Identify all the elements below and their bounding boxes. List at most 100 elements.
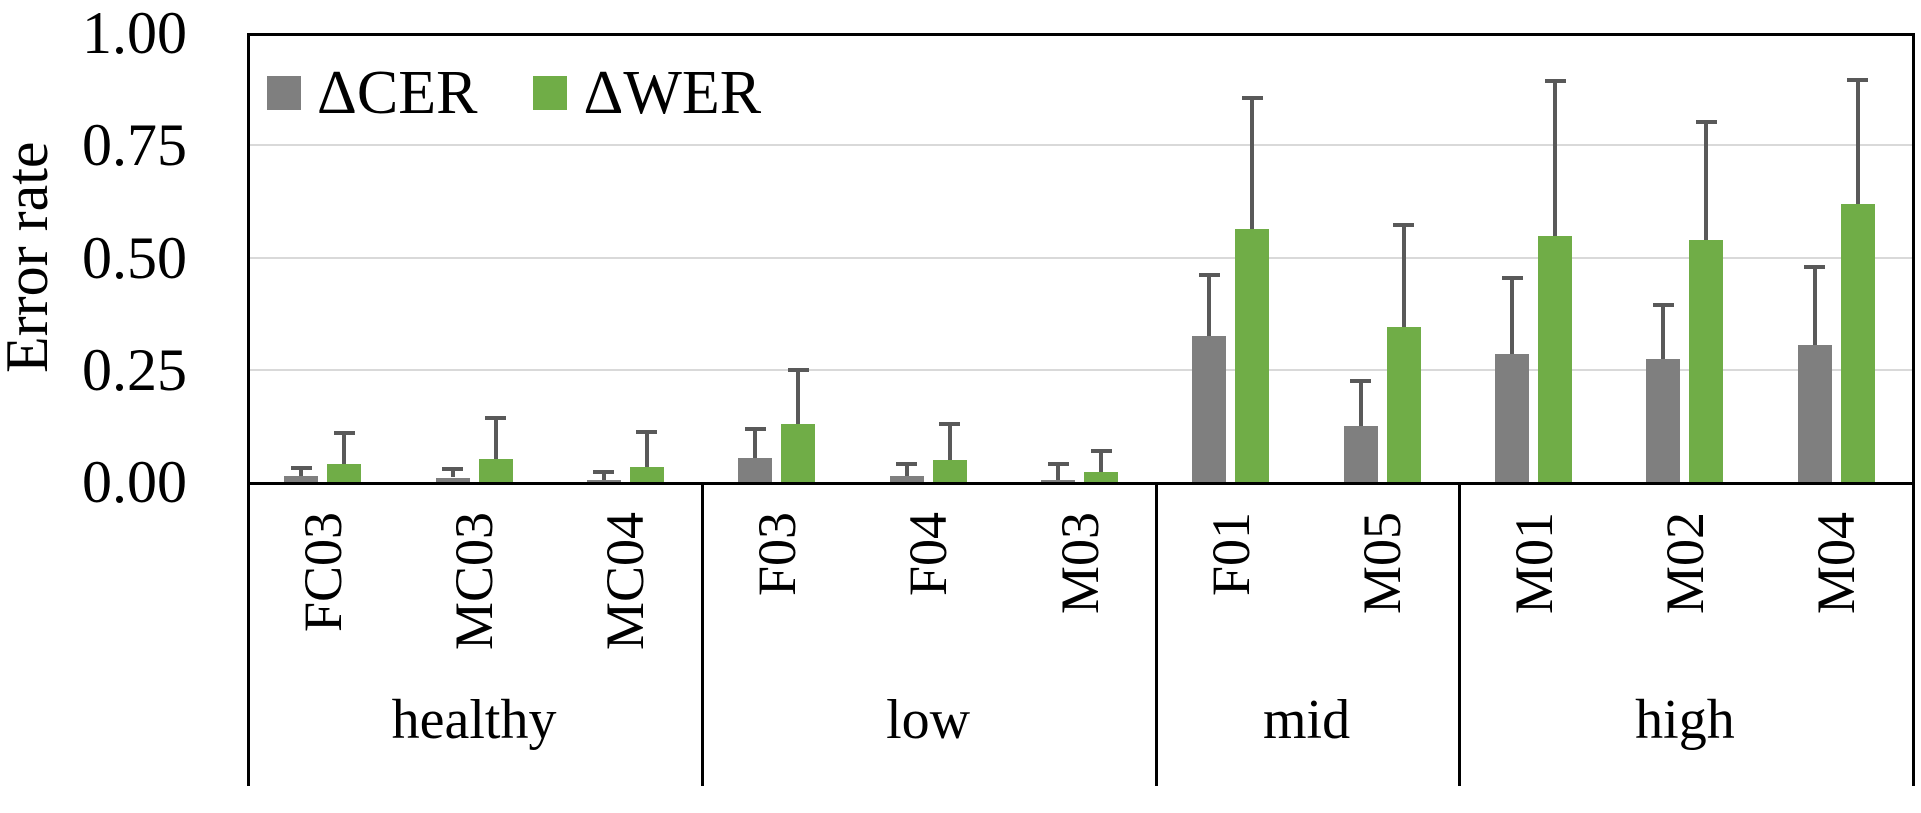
error-whisker-wer-MC03 (493, 417, 498, 460)
bar-cer-F03 (738, 458, 773, 482)
error-whisker-wer-F04 (947, 424, 952, 461)
bar-wer-M04 (1840, 204, 1875, 482)
error-whisker-cer-F04 (904, 464, 909, 477)
group-divider (1155, 482, 1159, 786)
error-whisker-wer-M01 (1553, 81, 1558, 236)
error-whisker-wer-FC03 (342, 433, 347, 465)
legend-label-ΔWER: ΔWER (583, 59, 762, 127)
y-tick-label-0.25: 0.25 (82, 336, 187, 403)
error-cap-wer-M02 (1695, 120, 1717, 125)
bar-wer-M03 (1084, 472, 1118, 482)
speaker-label-M04: M04 (1806, 512, 1867, 615)
error-whisker-cer-MC04 (601, 471, 606, 480)
error-whisker-cer-M04 (1812, 266, 1817, 345)
error-cap-cer-MC04 (593, 469, 615, 474)
group-divider (701, 482, 705, 786)
error-whisker-cer-F01 (1207, 274, 1212, 337)
bar-wer-M05 (1386, 327, 1421, 482)
error-whisker-wer-MC04 (644, 432, 649, 467)
error-cap-wer-M03 (1090, 448, 1112, 453)
legend-label-ΔCER: ΔCER (317, 59, 478, 127)
y-tick-label-0.00: 0.00 (82, 449, 187, 515)
error-whisker-cer-M05 (1358, 380, 1363, 426)
bar-cer-F04 (889, 476, 924, 482)
error-whisker-cer-MC03 (450, 468, 455, 478)
bar-wer-FC03 (327, 464, 362, 482)
error-whisker-wer-M04 (1855, 79, 1860, 205)
bar-cer-M01 (1495, 354, 1530, 482)
speaker-label-F01: F01 (1200, 512, 1261, 597)
error-whisker-wer-M05 (1401, 224, 1406, 328)
bar-cer-FC03 (284, 476, 319, 482)
error-whisker-cer-FC03 (299, 468, 304, 477)
bar-wer-F03 (781, 423, 816, 482)
bar-wer-MC04 (629, 466, 664, 482)
bar-cer-M04 (1797, 344, 1832, 482)
speaker-label-FC03: FC03 (292, 512, 353, 633)
bar-cer-M05 (1343, 425, 1378, 482)
error-cap-cer-F01 (1198, 272, 1220, 277)
speaker-label-F03: F03 (746, 512, 807, 597)
error-cap-cer-M05 (1350, 378, 1372, 383)
error-cap-wer-MC03 (485, 415, 507, 420)
bar-wer-F01 (1235, 229, 1270, 482)
bar-cer-F01 (1192, 336, 1227, 482)
group-label-healthy: healthy (391, 689, 557, 751)
error-cap-wer-F03 (787, 368, 809, 373)
error-whisker-cer-M03 (1056, 463, 1060, 480)
error-whisker-cer-M02 (1661, 305, 1666, 360)
bar-wer-M01 (1538, 235, 1573, 482)
error-cap-cer-MC03 (442, 466, 464, 471)
error-cap-wer-MC04 (636, 430, 658, 435)
y-tick-label-1.00: 1.00 (82, 0, 187, 66)
plot-side-border (247, 33, 250, 786)
bar-cer-M03 (1041, 479, 1075, 482)
speaker-label-M02: M02 (1654, 512, 1715, 615)
x-axis-line (247, 482, 1915, 485)
legend-swatch-ΔCER (267, 76, 301, 110)
error-whisker-wer-F01 (1250, 97, 1255, 230)
group-label-high: high (1635, 689, 1735, 751)
group-label-mid: mid (1262, 689, 1351, 751)
error-whisker-cer-M01 (1510, 277, 1515, 355)
bar-cer-MC03 (435, 477, 470, 482)
plot-top-border (247, 33, 1915, 36)
legend: ΔCER ΔWER (267, 62, 761, 124)
error-cap-wer-M05 (1393, 222, 1415, 227)
bar-wer-M02 (1689, 240, 1724, 482)
speaker-label-M03: M03 (1049, 512, 1110, 615)
error-whisker-wer-F03 (796, 370, 801, 424)
bar-wer-MC03 (478, 459, 513, 482)
error-cap-wer-M01 (1544, 79, 1566, 84)
legend-item-ΔWER: ΔWER (533, 62, 761, 124)
speaker-label-F04: F04 (898, 512, 959, 597)
error-cap-cer-FC03 (290, 466, 312, 471)
speaker-label-MC04: MC04 (595, 512, 656, 651)
speaker-label-MC03: MC03 (444, 512, 505, 651)
gridline-0.25 (247, 368, 1912, 371)
bar-cer-M02 (1646, 359, 1681, 482)
bar-cer-MC04 (586, 479, 621, 482)
error-cap-wer-F01 (1241, 95, 1263, 100)
error-cap-wer-FC03 (333, 431, 355, 436)
error-cap-cer-F04 (896, 462, 918, 467)
error-cap-wer-F04 (939, 422, 961, 427)
group-label-low: low (886, 689, 971, 751)
group-divider (1457, 482, 1461, 786)
bar-wer-F04 (932, 460, 967, 482)
gridline-0.75 (247, 144, 1912, 147)
y-tick-label-0.50: 0.50 (82, 224, 187, 291)
error-cap-cer-M03 (1047, 461, 1069, 466)
legend-swatch-ΔWER (533, 76, 568, 110)
y-tick-label-0.75: 0.75 (82, 112, 187, 179)
legend-item-ΔCER: ΔCER (267, 62, 477, 124)
error-cap-cer-M02 (1652, 303, 1674, 308)
speaker-label-M01: M01 (1503, 512, 1564, 615)
error-whisker-wer-M03 (1099, 450, 1103, 473)
plot-side-border (1912, 33, 1915, 786)
error-whisker-wer-M02 (1704, 122, 1709, 241)
error-whisker-cer-F03 (753, 429, 758, 459)
error-cap-cer-F03 (744, 427, 766, 432)
error-cap-cer-M04 (1804, 264, 1826, 269)
